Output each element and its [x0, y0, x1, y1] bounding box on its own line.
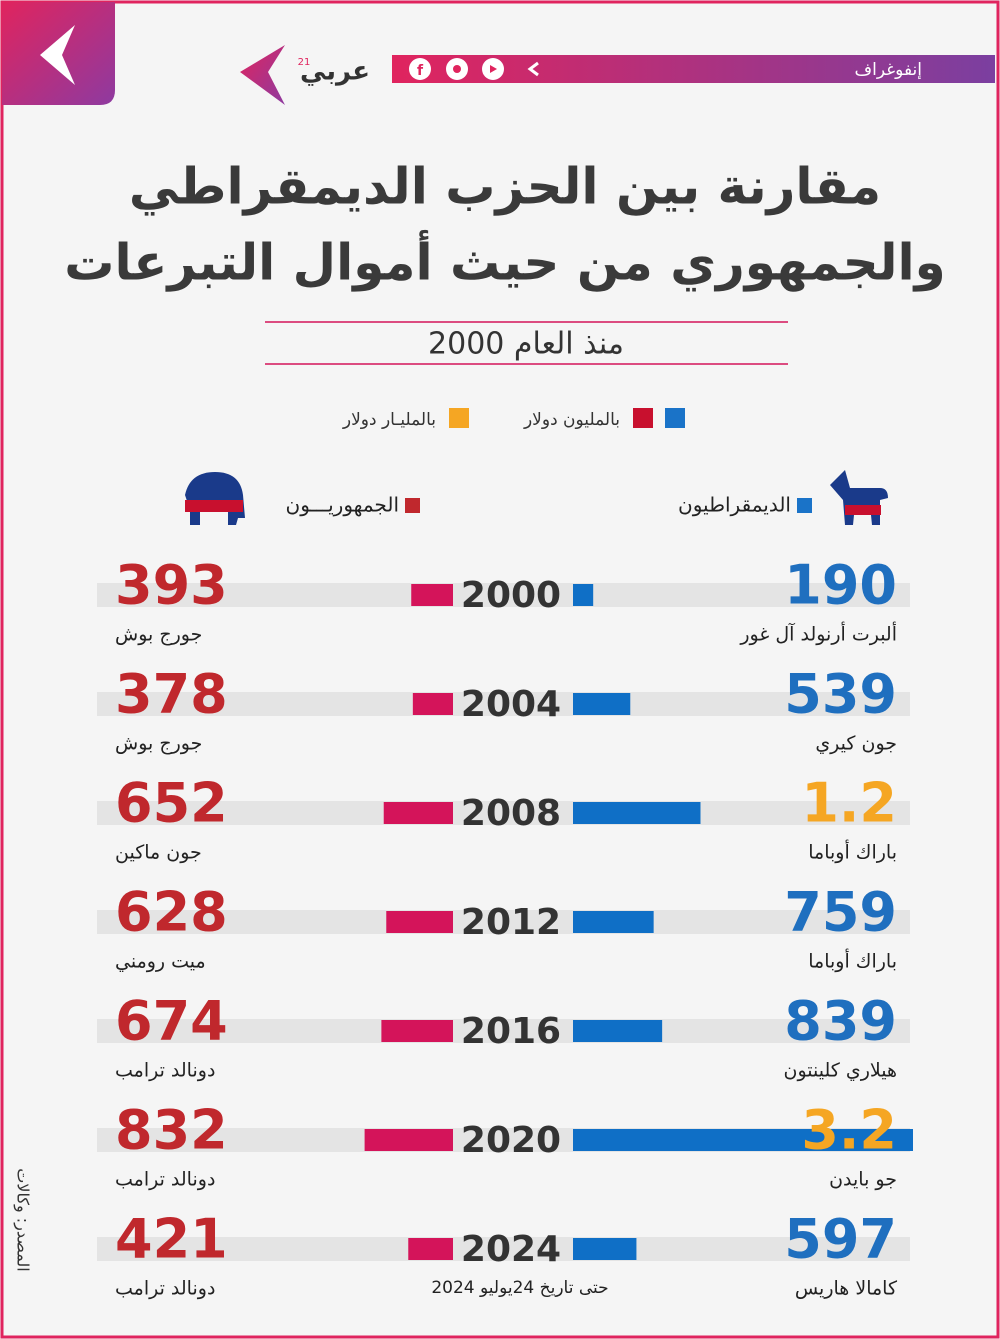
bar [383, 802, 453, 824]
candidate-name: هيلاري كلينتون [784, 1060, 897, 1082]
bar [386, 911, 453, 933]
year-label: 2000 [461, 575, 561, 616]
candidate-name: دونالد ترامب [115, 1169, 215, 1191]
youtube-glyph [490, 65, 497, 73]
year-label: 2020 [461, 1120, 561, 1161]
title-line: مقارنة بين الحزب الديمقراطي [129, 158, 881, 217]
legend-swatch [797, 498, 812, 513]
value-label: 628 [115, 881, 228, 944]
row-band [97, 1237, 910, 1261]
value-label: 1.2 [801, 772, 897, 835]
bar [573, 584, 594, 606]
candidate-name: جورج بوش [115, 733, 202, 755]
year-label: 2012 [461, 902, 561, 943]
bar [573, 911, 654, 933]
candidate-name: دونالد ترامب [115, 1060, 215, 1082]
candidate-name: باراك أوباما [808, 840, 897, 864]
bar [573, 1238, 637, 1260]
row-band [97, 583, 910, 607]
candidate-name: جون كيري [815, 733, 897, 755]
row-band [97, 801, 910, 825]
site-icon[interactable] [527, 61, 539, 77]
value-label: 652 [115, 772, 228, 835]
value-label: 378 [115, 663, 228, 726]
note: حتى تاريخ 24يوليو 2024 [431, 1278, 608, 1298]
candidate-name: دونالد ترامب [115, 1278, 215, 1300]
bar [408, 1238, 453, 1260]
row-band [97, 910, 910, 934]
value-label: 539 [784, 663, 897, 726]
candidate-name: جورج بوش [115, 624, 202, 646]
value-label: 190 [784, 554, 897, 617]
bar [381, 1020, 453, 1042]
legend-swatch [633, 408, 653, 428]
title-line: والجمهوري من حيث أموال التبرعات [64, 230, 945, 293]
bar [364, 1129, 453, 1151]
year-label: 2024 [461, 1229, 561, 1270]
facebook-icon[interactable] [409, 58, 431, 80]
twitter-glyph [453, 65, 461, 73]
source: المصدر: وكالات [13, 1168, 33, 1271]
candidate-name: ألبرت أرنولد آل غور [739, 622, 897, 646]
subtitle: منذ العام 2000 [428, 327, 624, 362]
series-name: الديمقراطيون [678, 493, 791, 517]
facebook-glyph: f [417, 63, 424, 79]
donkey-icon [830, 470, 888, 525]
value-label: 839 [784, 990, 897, 1053]
value-label: 674 [115, 990, 228, 1053]
row-band [97, 1019, 910, 1043]
value-label: 3.2 [801, 1099, 897, 1162]
value-label: 832 [115, 1099, 228, 1162]
bar [573, 802, 701, 824]
series-name: الجمهوريـــون [286, 493, 400, 517]
elephant-icon [185, 472, 245, 525]
bar [412, 693, 453, 715]
legend-label: بالمليـار دولار [342, 410, 436, 430]
candidate-name: جون ماكين [115, 842, 202, 864]
candidate-name: ميت رومني [115, 951, 206, 973]
brand-mark [240, 45, 285, 105]
bar [573, 693, 631, 715]
year-label: 2008 [461, 793, 561, 834]
legend-swatch [449, 408, 469, 428]
year-label: 2016 [461, 1011, 561, 1052]
candidate-name: كامالا هاريس [795, 1278, 898, 1300]
section-label: إنفوغراف [855, 60, 922, 80]
value-label: 421 [115, 1208, 228, 1271]
corner-logo-mark [40, 25, 75, 85]
legend-label: بالمليون دولار [523, 410, 620, 430]
brand-number: 21 [298, 57, 311, 68]
legend-swatch [405, 498, 420, 513]
year-label: 2004 [461, 684, 561, 725]
bar [573, 1129, 913, 1151]
row-band [97, 692, 910, 716]
value-label: 597 [784, 1208, 897, 1271]
candidate-name: باراك أوباما [808, 949, 897, 973]
brand-name: عربي [300, 57, 370, 87]
value-label: 393 [115, 554, 228, 617]
value-label: 759 [784, 881, 897, 944]
candidate-name: جو بايدن [829, 1169, 897, 1191]
bar [411, 584, 453, 606]
bar [573, 1020, 663, 1042]
legend-swatch [665, 408, 685, 428]
